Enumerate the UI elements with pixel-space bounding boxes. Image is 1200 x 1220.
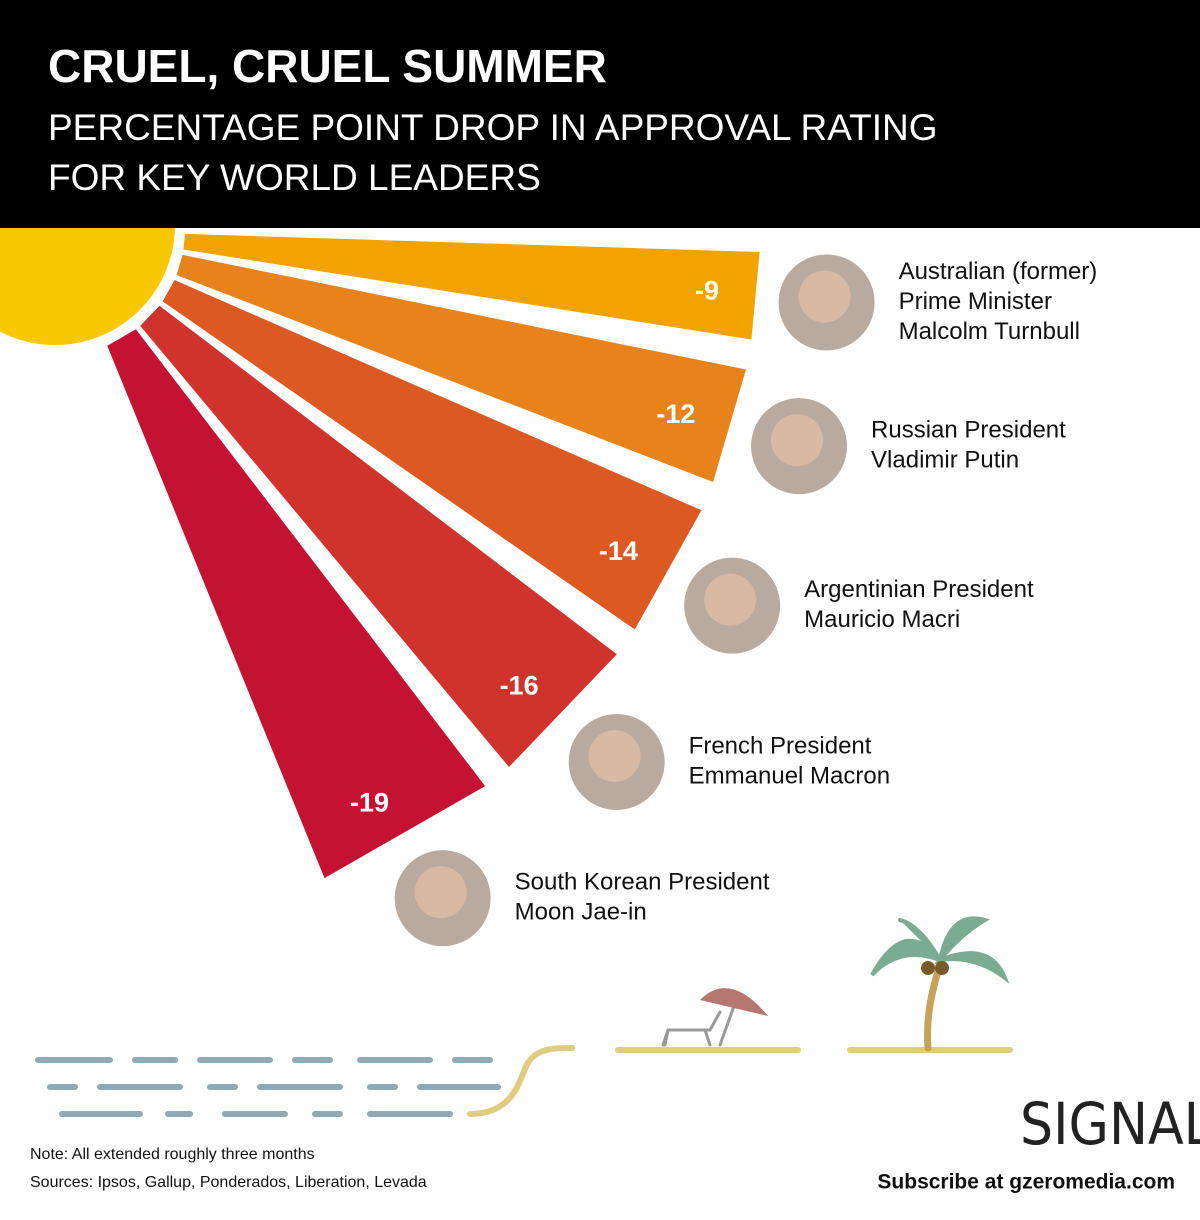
leader-label: Malcolm Turnbull (899, 318, 1080, 345)
subtitle: PERCENTAGE POINT DROP IN APPROVAL RATING (48, 107, 938, 148)
value-label: -9 (695, 275, 719, 305)
ray (183, 233, 760, 340)
leader-label: French President (689, 732, 872, 759)
leader-label: Argentinian President (804, 576, 1034, 603)
brand: SIGNAL (1020, 1090, 1200, 1158)
ray (140, 305, 617, 768)
leader-label: Vladimir Putin (871, 446, 1019, 473)
value-label: -12 (656, 399, 695, 429)
ray (176, 254, 746, 482)
leader-label: Moon Jae-in (515, 899, 647, 926)
leader-label: Australian (former) (899, 258, 1098, 285)
leader-label: Prime Minister (899, 288, 1052, 315)
portrait-face (798, 270, 851, 323)
subscribe[interactable]: Subscribe at gzeromedia.com (877, 1171, 1175, 1194)
chart-title: CRUEL, CRUEL SUMMER (48, 40, 607, 92)
beach (35, 916, 1013, 1117)
value-label: -14 (599, 536, 638, 566)
leader-label: Emmanuel Macron (689, 762, 890, 789)
leader-label: South Korean President (515, 869, 770, 896)
leader-label: Russian President (871, 416, 1066, 443)
portrait-face (588, 729, 641, 782)
leader-label: Mauricio Macri (804, 606, 960, 633)
note: Sources: Ipsos, Gallup, Ponderados, Libe… (30, 1174, 427, 1191)
value-label: -19 (350, 788, 389, 818)
rays (107, 233, 760, 879)
ray (162, 280, 702, 630)
header (0, 0, 1200, 228)
portrait-face (414, 866, 467, 919)
note: Note: All extended roughly three months (30, 1146, 315, 1163)
subtitle: FOR KEY WORLD LEADERS (48, 157, 541, 198)
ray (107, 329, 486, 879)
value-label: -16 (500, 670, 539, 700)
portrait-face (704, 573, 757, 626)
portrait-face (771, 414, 824, 467)
